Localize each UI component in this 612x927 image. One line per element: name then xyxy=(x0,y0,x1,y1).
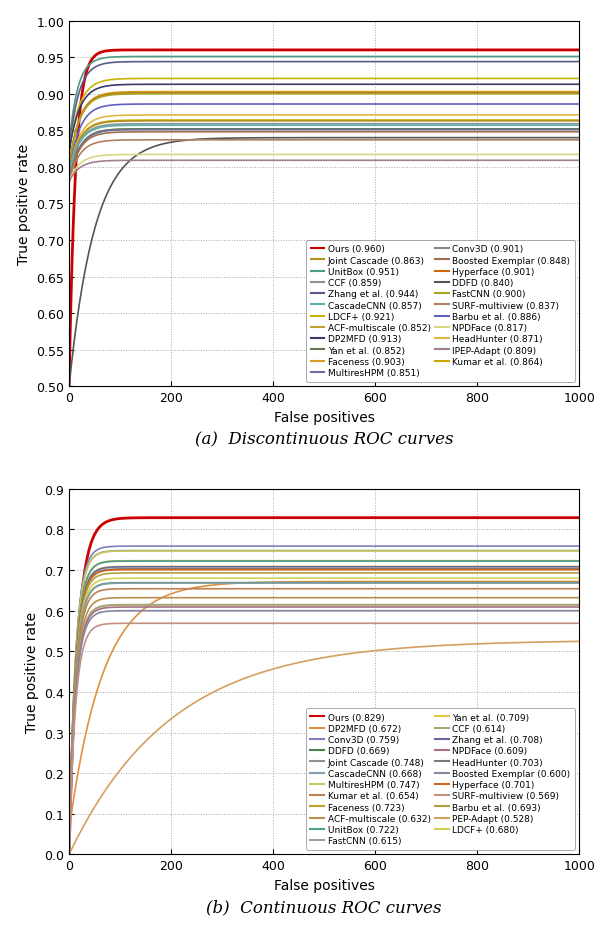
Text: (a)  Discontinuous ROC curves: (a) Discontinuous ROC curves xyxy=(195,430,453,448)
X-axis label: False positives: False positives xyxy=(274,410,375,425)
X-axis label: False positives: False positives xyxy=(274,878,375,892)
Legend: Ours (0.829), DP2MFD (0.672), Conv3D (0.759), DDFD (0.669), Joint Cascade (0.748: Ours (0.829), DP2MFD (0.672), Conv3D (0.… xyxy=(306,708,575,850)
Y-axis label: True positive rate: True positive rate xyxy=(17,144,31,265)
Y-axis label: True positive rate: True positive rate xyxy=(24,612,39,732)
Text: (b)  Continuous ROC curves: (b) Continuous ROC curves xyxy=(206,898,442,915)
Legend: Ours (0.960), Joint Cascade (0.863), UnitBox (0.951), CCF (0.859), Zhang et al. : Ours (0.960), Joint Cascade (0.863), Uni… xyxy=(306,241,575,382)
